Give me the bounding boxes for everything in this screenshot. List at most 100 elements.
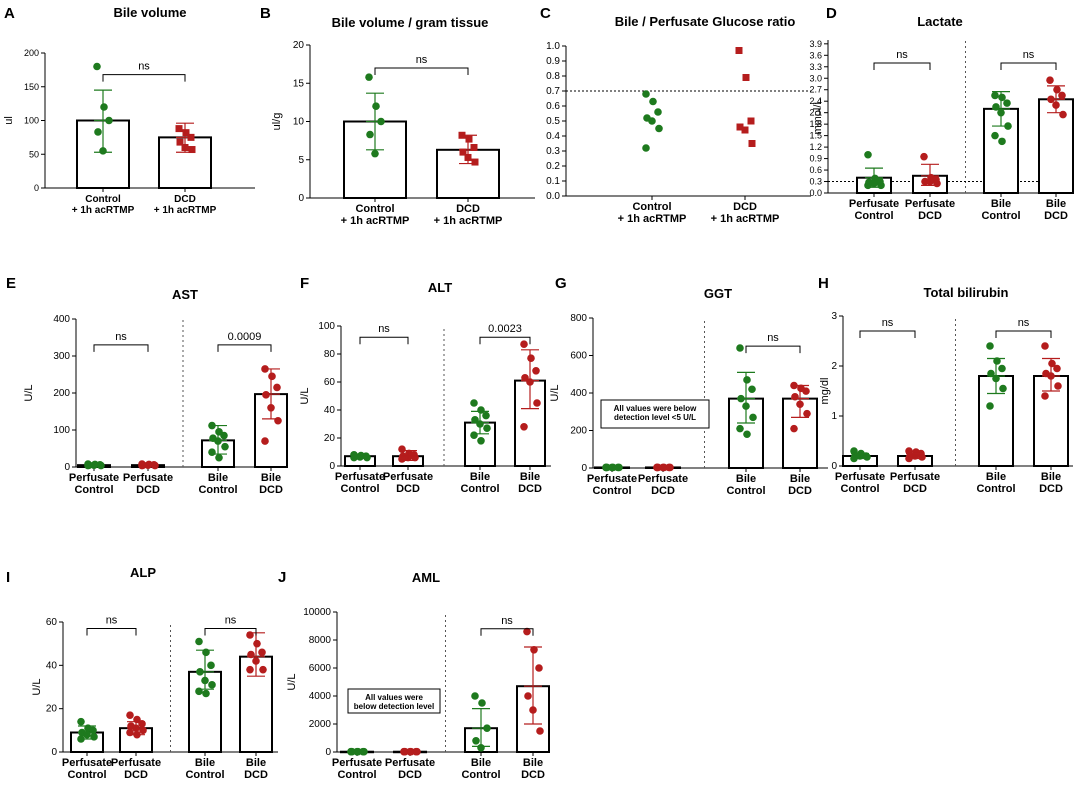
- data-point: [743, 376, 751, 384]
- y-tick-label: 0.3: [809, 177, 822, 187]
- y-axis-label: ul/g: [271, 113, 283, 131]
- y-tick-label: 20: [324, 433, 336, 444]
- y-tick-label: 10000: [303, 607, 331, 618]
- y-tick-label: 0.7: [546, 86, 560, 97]
- y-tick-label: 0.9: [809, 154, 822, 164]
- y-tick-label: 200: [53, 388, 70, 399]
- y-tick-label: 1.2: [809, 142, 822, 152]
- data-point: [398, 445, 406, 454]
- data-point: [202, 689, 210, 698]
- y-tick-label: 40: [46, 660, 58, 671]
- y-tick-label: 100: [24, 116, 39, 126]
- data-point: [472, 737, 480, 745]
- y-tick-label: 2000: [309, 719, 332, 730]
- panel-title: Bile / Perfusate Glucose ratio: [615, 14, 796, 29]
- data-point: [220, 431, 228, 440]
- data-point: [520, 340, 528, 349]
- data-point: [221, 442, 229, 451]
- data-point: [998, 93, 1006, 102]
- y-tick-label: 15: [293, 78, 305, 89]
- panel-H: H Total bilirubin 0 1 2 3 mg/dl Perfusate Contro…: [818, 275, 1073, 495]
- note-text: All values were below detection level <5 …: [614, 404, 697, 422]
- data-point: [465, 135, 473, 143]
- significance-bracket: [93, 344, 149, 352]
- data-point: [532, 367, 540, 375]
- significance-bracket: [217, 344, 272, 352]
- y-axis-label: mg/dl: [819, 378, 831, 405]
- data-point: [991, 131, 999, 140]
- y-tick-label: 400: [53, 314, 70, 325]
- x-tick-label: Bile DCD: [1039, 471, 1063, 495]
- significance-label: ns: [896, 49, 908, 61]
- data-point: [470, 144, 478, 152]
- panel-title: AML: [412, 570, 440, 585]
- panel-letter: A: [4, 5, 15, 22]
- data-point: [535, 664, 543, 672]
- x-tick-label: Bile DCD: [1044, 198, 1068, 222]
- y-tick-label: 0.9: [546, 56, 560, 67]
- y-tick-label: 60: [324, 377, 336, 388]
- data-point: [478, 699, 486, 707]
- data-point: [258, 648, 266, 657]
- data-point: [371, 149, 379, 158]
- data-point: [1048, 359, 1056, 368]
- data-point: [176, 138, 184, 146]
- significance-label: ns: [416, 54, 428, 66]
- data-point: [642, 144, 650, 152]
- data-point: [208, 681, 216, 689]
- x-tick-label: Bile DCD: [521, 757, 545, 781]
- x-tick-label: Perfusate DCD: [123, 472, 173, 496]
- panel-F: F ALT 0 20 40 60 80 100 U/L Perfusate ControlPerfu…: [299, 275, 551, 495]
- data-point: [363, 453, 371, 462]
- x-tick-label: Perfusate Control: [587, 473, 637, 497]
- data-point: [207, 661, 215, 670]
- data-point: [77, 717, 85, 726]
- x-tick-label: Control + 1h acRTMP: [72, 194, 135, 216]
- y-tick-label: 0.6: [546, 101, 560, 112]
- data-point: [470, 399, 478, 407]
- x-tick-label: Bile Control: [976, 471, 1015, 495]
- y-tick-label: 200: [570, 426, 587, 437]
- panel-A: A Bile volume 0 50 100 150 200 ul Control + 1h ac…: [3, 5, 255, 216]
- data-point: [1054, 382, 1062, 390]
- data-point: [998, 364, 1006, 373]
- y-tick-label: 1.8: [809, 119, 822, 129]
- y-tick-label: 2: [831, 361, 837, 372]
- data-point: [803, 409, 811, 418]
- data-point: [1058, 91, 1066, 100]
- y-tick-label: 3.6: [809, 50, 822, 60]
- x-tick-label: Perfusate Control: [835, 471, 885, 495]
- panel-letter: H: [818, 275, 829, 292]
- data-point: [1053, 85, 1061, 94]
- x-tick-label: Bile DCD: [259, 472, 283, 496]
- data-point: [655, 124, 663, 133]
- y-tick-label: 0: [831, 461, 837, 472]
- y-tick-label: 4000: [309, 691, 332, 702]
- y-tick-label: 0.5: [546, 116, 560, 127]
- significance-label: ns: [1023, 49, 1035, 61]
- significance-bracket: [873, 62, 931, 70]
- y-tick-label: 20: [293, 40, 305, 51]
- significance-label: ns: [1018, 317, 1030, 329]
- data-point: [523, 627, 531, 636]
- y-tick-label: 0.8: [546, 71, 560, 82]
- x-tick-label: DCD + 1h acRTMP: [154, 194, 217, 216]
- x-tick-label: Perfusate DCD: [638, 473, 688, 497]
- data-point: [94, 128, 102, 136]
- data-point: [268, 372, 276, 381]
- data-point: [933, 179, 941, 188]
- data-point: [175, 125, 183, 133]
- x-tick-label: Bile DCD: [788, 473, 812, 497]
- significance-bracket: [995, 330, 1052, 338]
- y-tick-label: 3: [831, 311, 837, 322]
- x-tick-label: Bile DCD: [244, 757, 268, 781]
- significance-label: ns: [106, 615, 118, 627]
- note-box: [347, 688, 441, 714]
- panel-letter: C: [540, 5, 551, 22]
- data-point: [986, 342, 994, 350]
- significance-label: 0.0023: [488, 323, 522, 335]
- data-point: [747, 117, 755, 125]
- panel-title: ALP: [130, 565, 156, 580]
- y-tick-label: 2.1: [809, 108, 822, 118]
- significance-bracket: [479, 336, 531, 345]
